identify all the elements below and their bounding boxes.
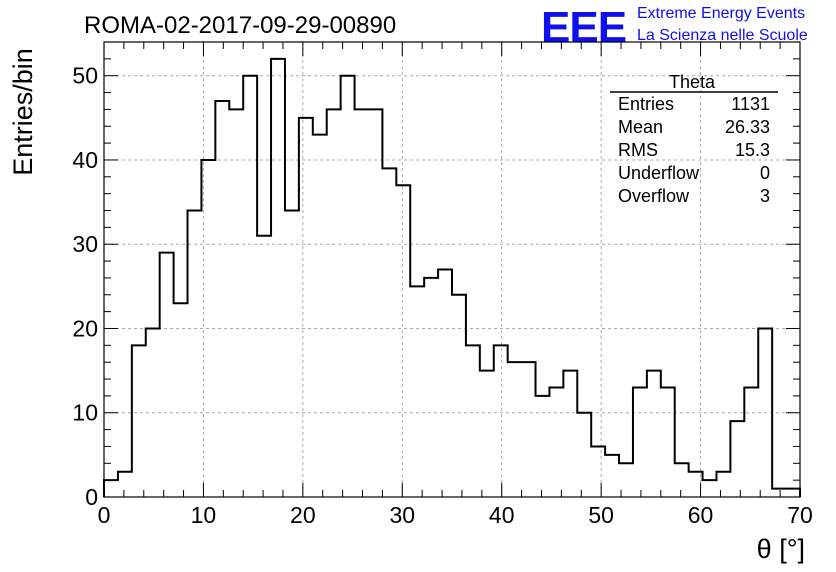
stats-value: 3	[760, 186, 770, 206]
x-tick-label: 20	[290, 502, 316, 528]
x-tick-label: 10	[191, 502, 217, 528]
stats-label: RMS	[618, 140, 658, 160]
y-tick-label: 40	[72, 147, 98, 173]
axis-ticks	[103, 41, 801, 498]
y-axis-label: Entries/bin	[8, 48, 38, 176]
histogram-line	[103, 57, 801, 497]
run-title: ROMA-02-2017-09-29-00890	[84, 12, 396, 39]
stats-label: Mean	[618, 117, 663, 137]
stats-value: 1131	[731, 94, 770, 114]
stats-value: 0	[760, 163, 770, 183]
stats-label: Overflow	[618, 186, 690, 206]
stats-value: 15.3	[735, 140, 770, 160]
plot-frame	[103, 41, 801, 498]
y-tick-label: 30	[72, 231, 98, 257]
logo-line-1: Extreme Energy Events	[637, 5, 805, 22]
stats-value: 26.33	[725, 117, 770, 137]
y-tick-label: 50	[72, 63, 98, 89]
y-tick-label: 20	[72, 315, 98, 341]
x-tick-label: 60	[688, 502, 714, 528]
y-tick-label: 0	[85, 484, 98, 510]
stats-label: Underflow	[618, 163, 700, 183]
stats-title: Theta	[669, 72, 716, 92]
y-tick-label: 10	[72, 400, 98, 426]
x-tick-label: 70	[787, 502, 813, 528]
logo-line-2: La Scienza nelle Scuole	[637, 27, 808, 44]
stats-box: Theta Entries 1131 Mean 26.33 RMS 15.3 Underfl…	[610, 72, 778, 206]
x-tick-label: 50	[588, 502, 614, 528]
x-tick-label: 30	[389, 502, 415, 528]
x-axis-label: θ [°]	[757, 534, 805, 564]
stats-label: Entries	[618, 94, 674, 114]
stats-rows: Entries 1131 Mean 26.33 RMS 15.3 Underflow 0 Ove…	[618, 94, 770, 206]
grid-lines	[104, 42, 800, 497]
x-tick-label: 40	[489, 502, 515, 528]
x-tick-label: 0	[98, 502, 111, 528]
eee-logo: EEE	[541, 3, 626, 52]
